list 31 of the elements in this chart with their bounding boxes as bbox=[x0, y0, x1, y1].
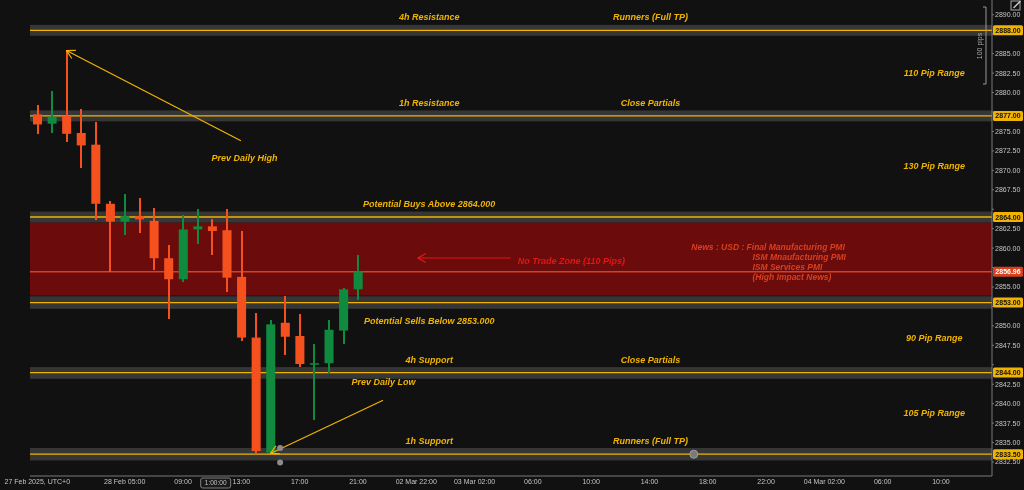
annotation: Potential Buys Above 2864.000 bbox=[363, 199, 496, 209]
candlestick bbox=[76, 107, 86, 169]
annotation: 110 Pip Range bbox=[903, 68, 965, 79]
candlestick bbox=[164, 244, 174, 320]
annotation: 90 Pip Range bbox=[906, 332, 963, 343]
annotation: Potential Sells Below 2853.000 bbox=[363, 315, 495, 326]
candlestick bbox=[353, 254, 363, 302]
annotation: News : USD : Final Manufacturing PMI ISM Mnaufacturing PMI ISM Services PMI (High Impact News) bbox=[691, 241, 847, 282]
annotation: 130 Pip Range bbox=[903, 161, 966, 172]
candlestick bbox=[193, 208, 203, 246]
annotation: Close Partials bbox=[620, 97, 681, 108]
annotation: Prev Daily High bbox=[211, 152, 278, 163]
annotation: 1h Resistance bbox=[398, 97, 460, 108]
annotation: Prev Daily Low bbox=[351, 377, 417, 388]
annotation: 4h Support bbox=[404, 354, 454, 365]
candlestick bbox=[120, 192, 130, 236]
annotation: 4h Resistance bbox=[397, 12, 460, 23]
annotation: Runners (Full TP) bbox=[612, 12, 688, 23]
candlestick bbox=[62, 49, 72, 143]
candlestick bbox=[280, 295, 290, 357]
candlestick bbox=[105, 200, 115, 274]
candlestick bbox=[207, 217, 217, 257]
candlestick bbox=[47, 90, 57, 134]
candlestick bbox=[309, 342, 319, 421]
annotation: Close Partials bbox=[620, 354, 681, 365]
annotation: Runners (Full TP) bbox=[612, 436, 688, 447]
candlestick bbox=[135, 196, 145, 234]
band-label: No Trade Zone (110 Pips) bbox=[517, 256, 625, 266]
annotation: 1h Support bbox=[405, 436, 454, 447]
candlestick bbox=[33, 104, 43, 135]
annotation: 105 Pip Range bbox=[903, 408, 966, 419]
